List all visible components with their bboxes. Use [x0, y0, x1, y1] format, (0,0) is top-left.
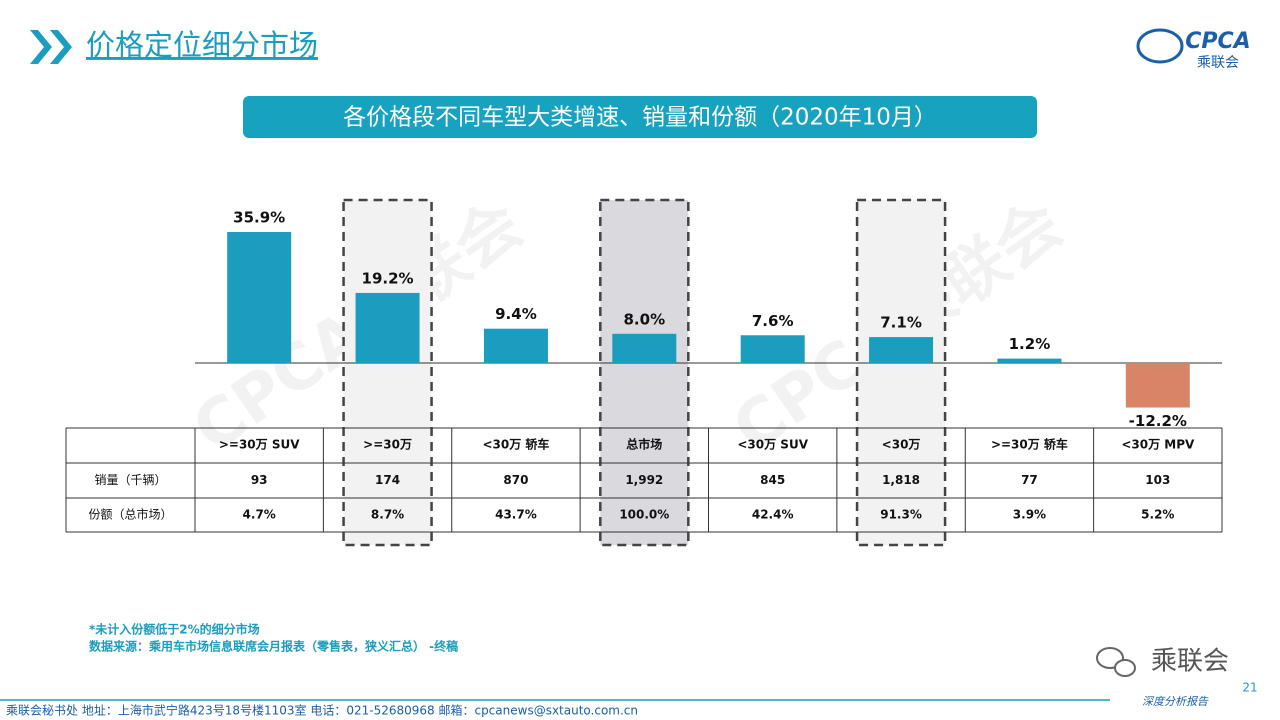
value-label: 7.1%	[880, 314, 922, 332]
value-label: 35.9%	[233, 208, 285, 226]
logo-text: CPCA	[1185, 29, 1250, 54]
table: >=30万 SUV >=30万 <30万 轿车 总市场 <30万 SUV <30万 >=30…	[65, 427, 1223, 533]
column-header: <30万 SUV	[737, 438, 808, 452]
table-cell: 1,818	[882, 473, 920, 487]
chart-title: 各价格段不同车型大类增速、销量和份额（2020年10月）	[343, 105, 937, 131]
value-label: 19.2%	[362, 269, 414, 287]
bar	[227, 231, 292, 363]
page-number: 21	[1242, 681, 1257, 695]
footer-address: 乘联会秘书处 地址：上海市武宁路423号18号楼1103室 电话：021-526…	[6, 703, 638, 718]
value-label: 9.4%	[495, 305, 537, 323]
table-cell: 5.2%	[1141, 508, 1174, 522]
bar	[355, 292, 420, 363]
highlights	[342, 198, 947, 547]
bar	[869, 337, 934, 363]
highlight-box	[342, 198, 433, 547]
table-cell: 870	[503, 473, 528, 487]
table-cell: 845	[760, 473, 785, 487]
wechat-name: 乘联会	[1151, 647, 1229, 677]
bar	[997, 358, 1062, 363]
value-label: 8.0%	[624, 310, 666, 328]
chart: 35.9% 19.2% 9.4% 8.0% 7.6% 7.1% 1.2% -12.2%	[195, 208, 1222, 430]
column-header: 总市场	[626, 437, 662, 452]
table-cell: 174	[375, 473, 400, 487]
table-cell: 42.4%	[752, 508, 794, 522]
column-header: >=30万 轿车	[991, 437, 1068, 452]
column-header: <30万 MPV	[1121, 438, 1195, 452]
bar	[1125, 363, 1190, 408]
banner	[243, 96, 1037, 138]
table-cell: 4.7%	[243, 508, 276, 522]
row-header: 销量（千辆）	[94, 473, 166, 487]
table-cell: 43.7%	[495, 508, 537, 522]
value-label: 7.6%	[752, 312, 794, 330]
table-cell: 93	[251, 473, 268, 487]
note: 数据来源：乘用车市场信息联席会月报表（零售表，狭义汇总） -终稿	[89, 639, 458, 654]
report-label: 深度分析报告	[1142, 695, 1209, 708]
bar	[483, 328, 548, 363]
logo-mark	[1136, 28, 1184, 64]
table-cell: 77	[1021, 473, 1038, 487]
title-icon	[30, 30, 72, 64]
bar	[612, 333, 677, 363]
value-label: 1.2%	[1009, 335, 1051, 353]
wechat-icon	[1096, 647, 1136, 677]
table-cell: 103	[1145, 473, 1170, 487]
column-header: <30万 轿车	[482, 437, 549, 452]
table-cell: 91.3%	[880, 508, 922, 522]
highlight-box	[599, 198, 690, 547]
table-cell: 100.0%	[619, 508, 669, 522]
row-header: 份额（总市场）	[88, 507, 172, 522]
highlight-box	[855, 198, 947, 547]
note: *未计入份额低于2%的细分市场	[89, 622, 260, 637]
logo-sub: 乘联会	[1197, 55, 1239, 71]
table-cell: 3.9%	[1013, 508, 1046, 522]
column-header: >=30万	[363, 438, 412, 452]
page-title: 价格定位细分市场	[86, 28, 318, 62]
value-label: -12.2%	[1129, 412, 1187, 430]
table-cell: 8.7%	[371, 508, 404, 522]
table-cell: 1,992	[625, 473, 663, 487]
column-header: <30万	[882, 438, 921, 452]
bar	[740, 335, 805, 363]
column-header: >=30万 SUV	[219, 438, 300, 452]
